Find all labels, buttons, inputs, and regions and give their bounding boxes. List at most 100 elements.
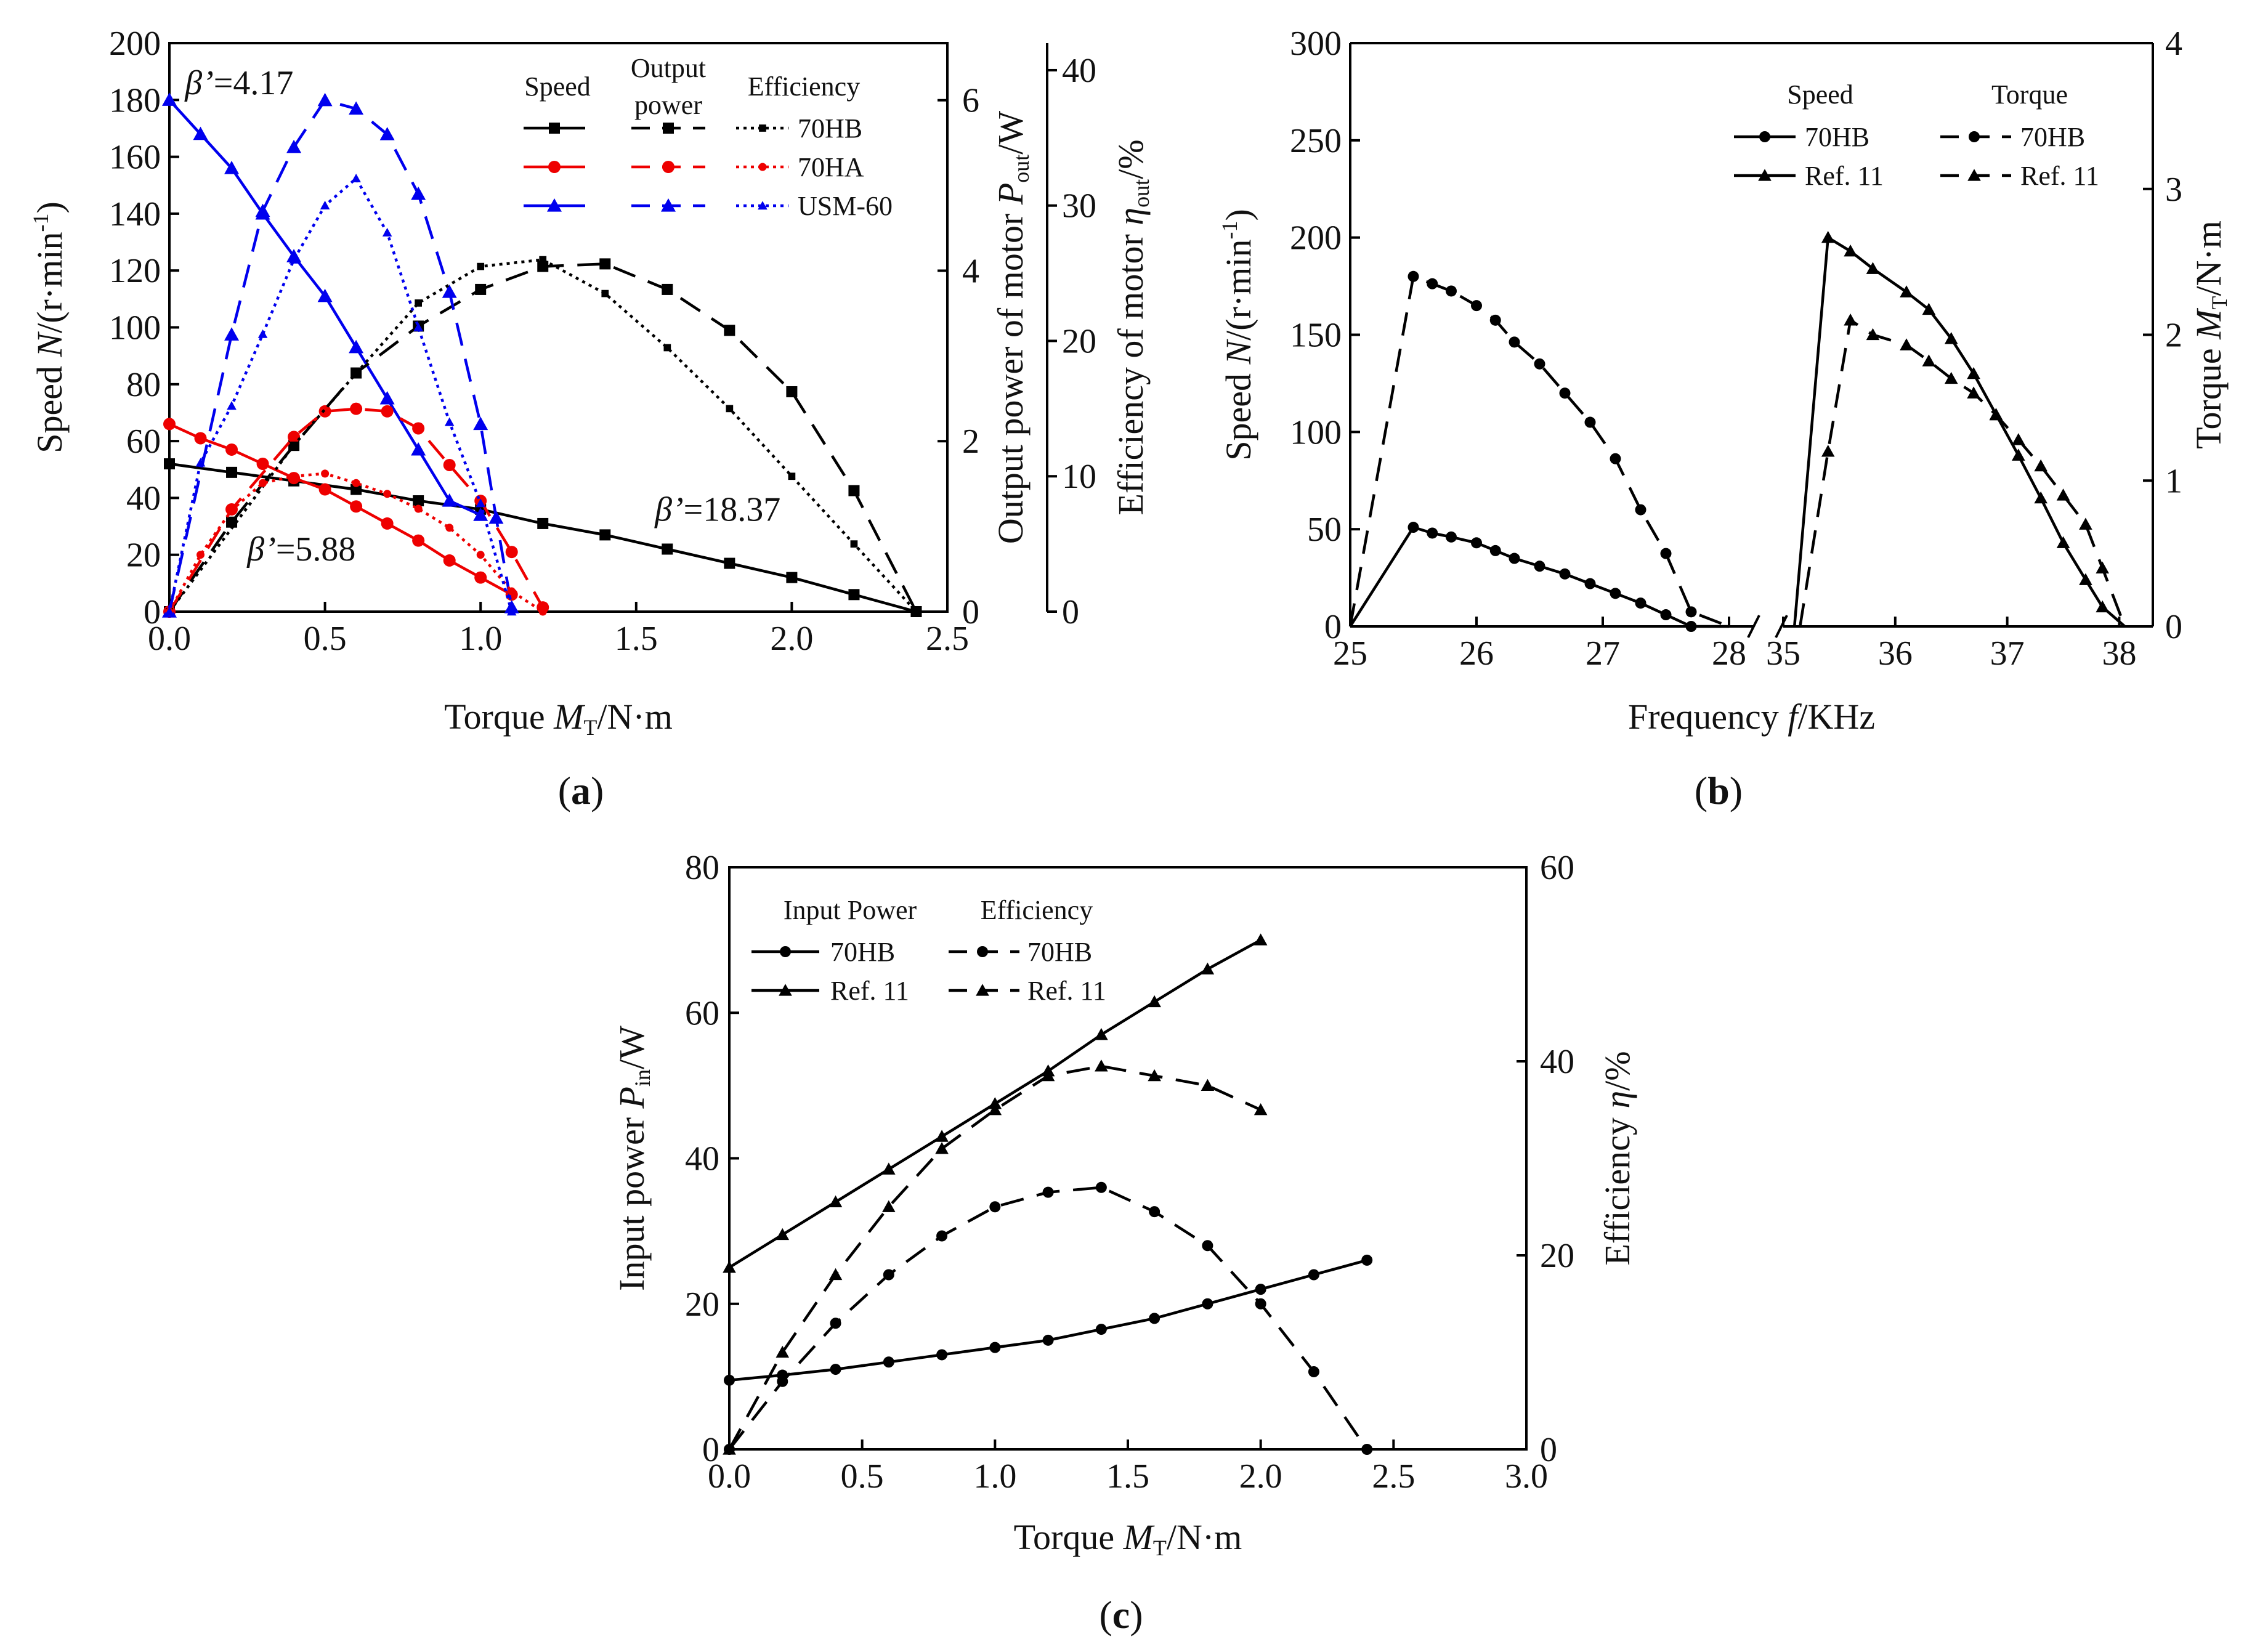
legend-header-efficiency: Efficiency [748,71,860,102]
data-point-square [413,495,424,507]
y2-tick-label: 4 [962,252,979,290]
x-tick-label: 2.0 [1239,1457,1282,1496]
data-point-triangle [723,1260,736,1273]
y-tick-label: 0 [1324,608,1342,646]
data-point-triangle [227,401,237,410]
y-tick-label: 200 [1290,219,1342,257]
data-point-triangle [1967,386,1980,399]
x-tick-label: 1.5 [1106,1457,1149,1496]
data-point-square [352,370,360,378]
data-point-circle [352,479,360,487]
data-point-triangle [758,201,768,210]
data-point-triangle [442,493,457,507]
data-point-circle [1584,416,1596,428]
data-point-square [662,543,673,555]
label-text: Input power [612,1108,652,1290]
x-tick-label: 0.0 [708,1457,751,1496]
annotation-value: =5.88 [276,530,356,569]
data-point-circle [1509,553,1520,564]
data-point-square [599,529,611,541]
data-point-triangle [286,139,302,153]
y2-tick-label: 1 [2165,462,2182,500]
x-axis-title: Torque MT/N·m [444,697,673,740]
data-point-triangle [935,1130,949,1142]
y-tick-label: 180 [109,81,161,119]
data-point-circle [777,1375,788,1387]
label-text: Torque [444,697,554,737]
beta-annotation: β’=5.88 [246,530,355,569]
data-point-circle [1446,531,1457,543]
data-point-circle [1361,1254,1373,1266]
data-point-triangle [351,173,361,183]
data-point-circle [1660,548,1672,559]
label-text: /(r·min [30,232,70,333]
label-text: Output power of motor [990,204,1031,544]
data-point-triangle [2034,491,2047,504]
y-tick-label: 60 [685,994,719,1032]
annotation-symbol: β’ [246,530,276,569]
y2-axis-title: Output power of motor Pout/W [990,111,1034,544]
x-tick-label: 25 [1333,634,1367,673]
label-text: Speed [30,357,70,453]
data-point-square [726,405,734,413]
data-point-circle [989,1201,1001,1213]
panel-label-b: (b) [1695,769,1743,812]
data-point-triangle [2079,517,2092,530]
data-point-square [164,458,175,470]
label-text: /KHz [1797,697,1875,737]
data-point-triangle [2056,488,2070,501]
data-point-triangle [476,498,485,508]
label-text: ) [30,201,70,213]
y-tick-label: 100 [1290,413,1342,451]
data-point-circle [163,418,176,431]
data-point-circle [830,1364,841,1375]
x-tick-label: 1.5 [615,620,658,658]
data-point-circle [1509,336,1520,348]
data-point-triangle [1095,1059,1108,1072]
data-point-square [788,472,796,480]
data-point-triangle [935,1141,949,1154]
data-point-square [663,123,674,134]
label-text: /% [1597,1051,1637,1090]
label-text: Frequency [1628,697,1788,737]
data-point-triangle [379,391,395,405]
data-point-square [599,258,611,270]
data-point-square [226,516,238,528]
series-line [168,99,513,612]
data-point-triangle [195,458,206,467]
data-point-circle [758,163,767,171]
data-point-circle [724,1374,735,1386]
x-tick-label: 28 [1712,634,1746,673]
data-point-triangle [289,254,299,264]
x-tick-label: 0.5 [304,620,347,658]
data-point-triangle [379,127,395,140]
data-point-triangle [1967,366,1980,379]
data-point-square [724,557,735,569]
data-point-triangle [1989,408,2003,421]
legend: Speed Torque 70HB 70HB Ref. 11 Ref. 11 [1734,79,2099,191]
y2-tick-label: 0 [1540,1431,1557,1469]
data-point-triangle [224,161,240,174]
data-point-triangle [1866,328,1880,341]
data-point-circle [1685,621,1697,632]
panel-letter: b [1707,769,1730,812]
label-subscript: T [2207,296,2232,310]
data-point-triangle [828,1268,843,1281]
panel-paren: ) [1130,1593,1143,1637]
data-point-square [786,386,798,397]
label-text: ) [1218,209,1258,221]
y3-axis-title: Efficiency of motor ηout/% [1111,139,1154,515]
data-point-circle [1255,1298,1266,1310]
label-variable: N [30,331,70,358]
data-point-triangle [255,203,270,217]
panel-letter: a [571,769,591,812]
data-point-square [850,540,858,548]
data-point-triangle [547,198,562,212]
data-point-triangle [1967,169,1981,181]
data-point-square [226,466,238,478]
legend-header-efficiency: Efficiency [981,895,1093,925]
data-point-square [786,572,798,583]
data-point-circle [1095,1181,1107,1193]
data-point-circle [194,432,207,445]
